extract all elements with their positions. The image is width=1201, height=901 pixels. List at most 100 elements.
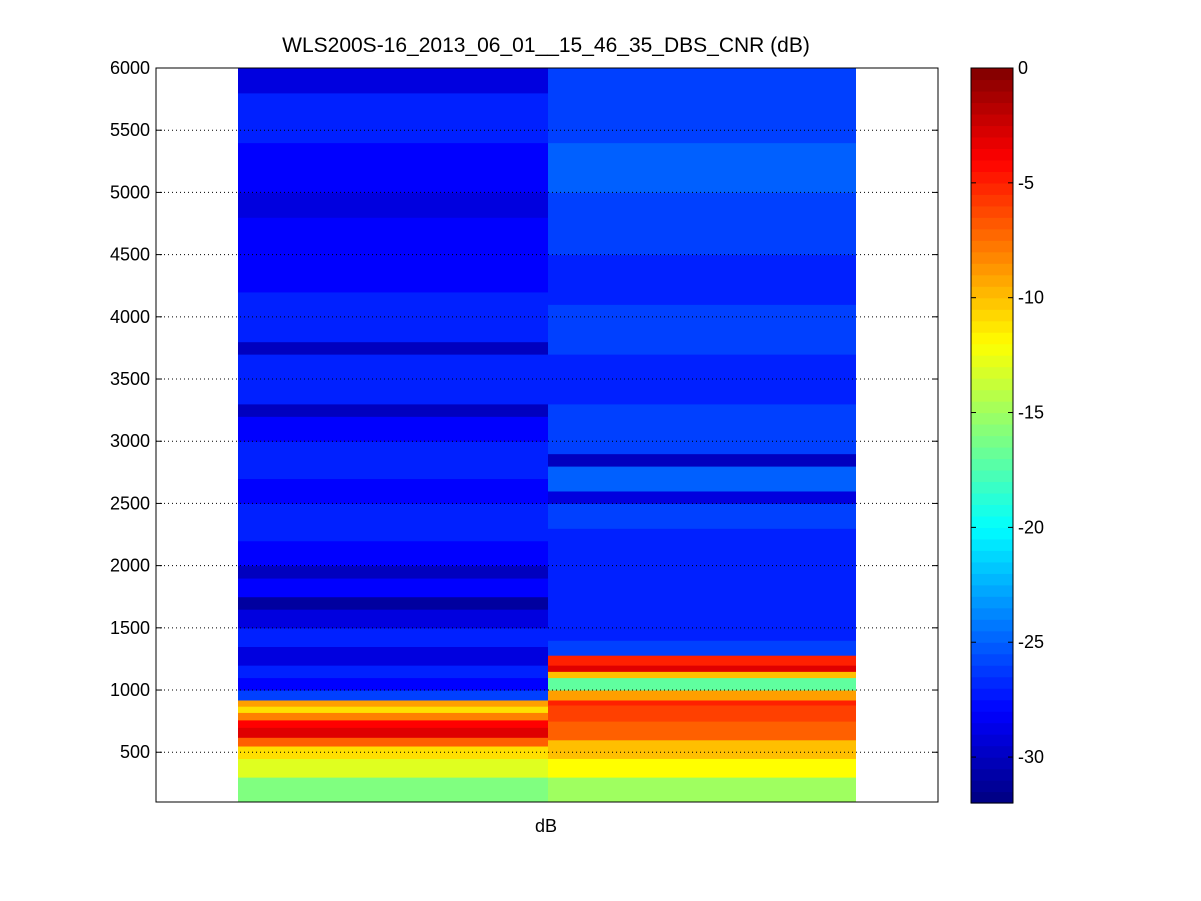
colorbar-swatch <box>971 538 1013 551</box>
colorbar-swatch <box>971 102 1013 115</box>
heatmap-cell <box>548 453 856 467</box>
y-tick-label: 3500 <box>110 369 150 389</box>
y-tick-label: 5000 <box>110 182 150 202</box>
heatmap-cell <box>548 565 856 604</box>
colorbar-swatch <box>971 366 1013 379</box>
heatmap-cell <box>238 699 548 707</box>
colorbar-swatch <box>971 745 1013 758</box>
colorbar-swatch <box>971 228 1013 241</box>
colorbar-swatch <box>971 171 1013 184</box>
colorbar-swatch <box>971 240 1013 253</box>
colorbar-swatch <box>971 148 1013 161</box>
colorbar-tick-label: -25 <box>1018 632 1044 652</box>
heatmap-cell <box>238 677 548 691</box>
heatmap-cell <box>238 578 548 598</box>
heatmap-cell <box>548 777 856 803</box>
colorbar-swatch <box>971 458 1013 471</box>
colorbar-swatch <box>971 297 1013 310</box>
colorbar-swatch <box>971 550 1013 563</box>
colorbar-swatch <box>971 286 1013 299</box>
heatmap-cell <box>238 627 548 647</box>
heatmap-cell <box>238 706 548 713</box>
heatmap-cell <box>238 596 548 610</box>
colorbar-swatch <box>971 688 1013 701</box>
colorbar-tick-label: -20 <box>1018 517 1044 537</box>
y-tick-label: 4000 <box>110 307 150 327</box>
heatmap-cell <box>548 490 856 504</box>
colorbar-swatch <box>971 217 1013 230</box>
colorbar-swatch <box>971 401 1013 414</box>
colorbar-swatch <box>971 113 1013 127</box>
y-tick-label: 500 <box>120 742 150 762</box>
heatmap-cell <box>238 758 548 778</box>
colorbar-swatch <box>971 642 1013 655</box>
colorbar-swatch <box>971 561 1013 574</box>
colorbar-swatch <box>971 619 1013 632</box>
colorbar-swatch <box>971 355 1013 368</box>
y-tick-label: 4500 <box>110 245 150 265</box>
heatmap-cell <box>238 92 548 144</box>
heatmap-cell <box>548 690 856 701</box>
colorbar-swatch <box>971 68 1013 81</box>
heatmap-cell <box>238 665 548 679</box>
colorbar-swatch <box>971 791 1013 804</box>
x-axis-label: dB <box>535 816 557 836</box>
heatmap-cell <box>548 640 856 656</box>
heatmap-cell <box>548 403 856 455</box>
y-tick-label: 1500 <box>110 618 150 638</box>
colorbar-tick-label: -5 <box>1018 173 1034 193</box>
colorbar-swatch <box>971 722 1013 735</box>
colorbar-swatch <box>971 596 1013 609</box>
heatmap-cell <box>548 704 856 722</box>
colorbar-swatch <box>971 435 1013 448</box>
colorbar-swatch <box>971 504 1013 517</box>
colorbar-swatch <box>971 757 1013 770</box>
heatmap-cell <box>238 503 548 542</box>
colorbar-swatch <box>971 90 1013 104</box>
heatmap-cells <box>238 68 856 803</box>
colorbar-frame <box>970 67 1014 804</box>
colorbar-swatch <box>971 332 1013 345</box>
colorbar-swatch <box>971 481 1013 494</box>
colorbar-swatch <box>971 79 1013 92</box>
heatmap-cell <box>238 719 548 728</box>
colorbar-swatch <box>971 515 1013 528</box>
heatmap-cell <box>548 758 856 778</box>
heatmap-cell <box>548 466 856 492</box>
y-tick-label: 6000 <box>110 58 150 78</box>
colorbar-swatch <box>971 263 1013 276</box>
plot-frame <box>155 67 939 803</box>
colorbar-tick-label: -15 <box>1018 403 1044 423</box>
heatmap-cell <box>238 737 548 747</box>
heatmap-cell <box>548 665 856 672</box>
y-axis: 500 1000 1500 2000 2500 3000 3500 4000 4500 5000 5… <box>110 58 938 762</box>
heatmap-cell <box>548 655 856 666</box>
heatmap-cell <box>238 565 548 579</box>
heatmap-cell <box>238 192 548 218</box>
heatmap-cell <box>548 503 856 529</box>
heatmap-cell <box>238 68 548 94</box>
heatmap-cell <box>238 478 548 504</box>
colorbar-swatch <box>971 251 1013 264</box>
colorbar-tick-label: 0 <box>1018 58 1028 78</box>
colorbar-swatch <box>971 653 1013 666</box>
heatmap-cell <box>238 690 548 701</box>
heatmap-cell <box>548 739 856 759</box>
heatmap-cell <box>238 403 548 417</box>
y-tick-label: 5500 <box>110 120 150 140</box>
colorbar-swatch <box>971 527 1013 540</box>
heatmap-cell <box>238 142 548 193</box>
colorbar: 0 -5 -10 -15 -20 -25 -30 <box>970 58 1044 804</box>
colorbar-swatch <box>971 492 1013 506</box>
colorbar-swatch <box>971 125 1013 138</box>
colorbar-swatch <box>971 343 1013 356</box>
colorbar-swatch <box>971 584 1013 597</box>
heatmap-cell <box>548 254 856 305</box>
heatmap-cell <box>238 416 548 442</box>
heatmap-cell <box>238 540 548 567</box>
heatmap-cell <box>548 721 856 741</box>
heatmap-cell <box>238 727 548 738</box>
heatmap-cell <box>238 777 548 803</box>
heatmap-cell <box>548 192 856 256</box>
